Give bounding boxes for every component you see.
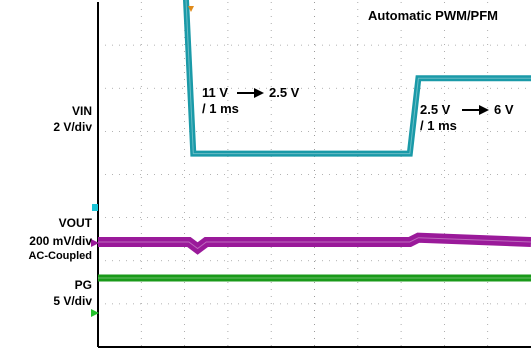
annotation-falling-from: 11 V [202, 85, 228, 100]
pg-label: PG [75, 278, 92, 292]
vin-trace [183, 0, 531, 157]
annotation-falling-arrowhead-icon [254, 88, 264, 98]
vin-ground-marker-icon [92, 204, 98, 211]
vout-trace-highlight [98, 237, 531, 250]
annotation-rising-from: 2.5 V [420, 102, 451, 117]
vin-scale-label: 2 V/div [53, 120, 92, 134]
vout-coupling-label: AC-Coupled [28, 250, 92, 262]
annotation-falling-rate: / 1 ms [202, 101, 239, 116]
pg-scale-label: 5 V/div [53, 294, 92, 308]
vout-label: VOUT [59, 216, 93, 230]
chart-title: Automatic PWM/PFM [368, 8, 498, 23]
annotation-rising-rate: / 1 ms [420, 118, 457, 133]
annotation-falling-to: 2.5 V [269, 85, 300, 100]
annotation-rising-arrowhead-icon [479, 105, 489, 115]
chart-title-box [362, 4, 531, 26]
vin-label: VIN [72, 104, 92, 118]
vout-ground-marker-icon [91, 239, 99, 247]
trigger-marker-icon [188, 6, 194, 12]
pg-ground-marker-icon [91, 309, 99, 317]
vout-trace [98, 232, 531, 255]
traces [98, 0, 531, 282]
vout-scale-label: 200 mV/div [29, 234, 92, 248]
plot-background [98, 2, 531, 347]
annotation-rising-to: 6 V [494, 102, 514, 117]
grid [98, 2, 531, 347]
vin-trace-highlight [185, 0, 531, 155]
